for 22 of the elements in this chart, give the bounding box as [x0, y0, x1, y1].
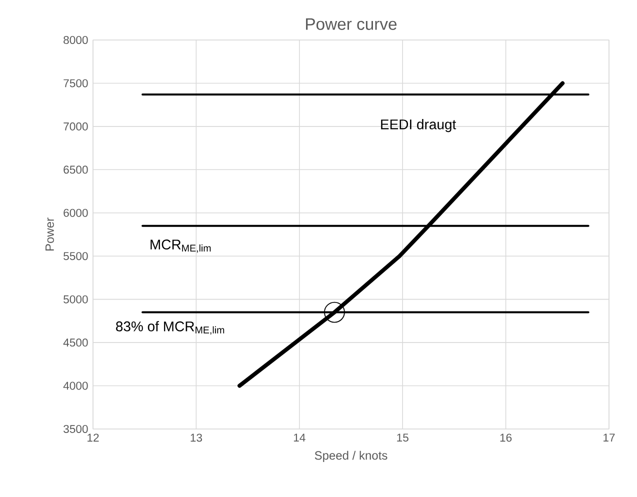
y-tick-label: 5000 — [64, 295, 88, 304]
y-tick-label: 4500 — [63, 338, 88, 347]
y-axis-title: Power — [46, 218, 54, 251]
x-tick-label: 16 — [500, 434, 512, 442]
x-tick-label: 13 — [190, 434, 202, 442]
x-tick-label: 14 — [294, 434, 306, 442]
y-tick-label: 5500 — [64, 252, 88, 260]
y-tick-label: 7500 — [64, 79, 88, 88]
y-tick-label: 6000 — [64, 208, 88, 217]
chart-title: Power curve — [306, 18, 397, 30]
y-tick-label: 3500 — [64, 424, 88, 433]
y-tick-label: 6500 — [64, 166, 88, 174]
annotation: 83% of MCR$_{ME,lim}$ — [116, 321, 224, 335]
annotation: EEDI draugt — [381, 119, 456, 132]
x-tick-label: 17 — [604, 434, 615, 442]
x-tick-label: 15 — [397, 434, 408, 442]
x-tick-label: 12 — [88, 434, 99, 442]
x-axis-title: Speed / knots — [314, 450, 388, 462]
annotation: MCR$_{ME,lim}$ — [150, 240, 211, 253]
y-tick-label: 8000 — [64, 36, 88, 44]
y-tick-label: 7000 — [64, 122, 88, 130]
y-tick-label: 4000 — [63, 382, 88, 390]
